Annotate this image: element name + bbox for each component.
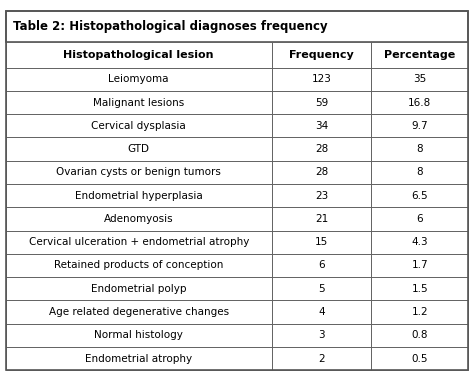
Text: 1.2: 1.2 bbox=[411, 307, 428, 317]
Bar bbox=[272, 324, 371, 347]
Text: Endometrial hyperplasia: Endometrial hyperplasia bbox=[75, 191, 202, 200]
Text: Table 2: Histopathological diagnoses frequency: Table 2: Histopathological diagnoses fre… bbox=[13, 20, 328, 33]
Bar bbox=[272, 347, 371, 370]
Bar bbox=[272, 114, 371, 137]
Text: 16.8: 16.8 bbox=[408, 98, 431, 107]
Bar bbox=[6, 42, 272, 68]
Text: 28: 28 bbox=[315, 167, 328, 177]
Text: 5: 5 bbox=[318, 284, 325, 294]
Bar bbox=[6, 91, 272, 114]
Text: Retained products of conception: Retained products of conception bbox=[54, 260, 223, 270]
Text: 6: 6 bbox=[318, 260, 325, 270]
Bar bbox=[6, 68, 272, 91]
Bar bbox=[6, 324, 272, 347]
Text: Ovarian cysts or benign tumors: Ovarian cysts or benign tumors bbox=[56, 167, 221, 177]
Bar bbox=[371, 277, 468, 300]
Text: 23: 23 bbox=[315, 191, 328, 200]
Text: Adenomyosis: Adenomyosis bbox=[104, 214, 173, 224]
Text: 3: 3 bbox=[318, 330, 325, 340]
Text: Age related degenerative changes: Age related degenerative changes bbox=[49, 307, 229, 317]
Bar bbox=[6, 161, 272, 184]
Text: 21: 21 bbox=[315, 214, 328, 224]
Text: Cervical ulceration + endometrial atrophy: Cervical ulceration + endometrial atroph… bbox=[28, 237, 249, 247]
Bar bbox=[371, 91, 468, 114]
Text: 6: 6 bbox=[417, 214, 423, 224]
Text: Frequency: Frequency bbox=[289, 50, 354, 60]
Text: 35: 35 bbox=[413, 74, 426, 84]
Text: Normal histology: Normal histology bbox=[94, 330, 183, 340]
Bar bbox=[371, 114, 468, 137]
Bar bbox=[371, 207, 468, 230]
Text: 2: 2 bbox=[318, 354, 325, 364]
Bar bbox=[371, 230, 468, 254]
Bar bbox=[371, 184, 468, 207]
Text: 28: 28 bbox=[315, 144, 328, 154]
Text: Leiomyoma: Leiomyoma bbox=[109, 74, 169, 84]
Text: Percentage: Percentage bbox=[384, 50, 456, 60]
Bar bbox=[272, 42, 371, 68]
Text: Endometrial polyp: Endometrial polyp bbox=[91, 284, 186, 294]
Text: 1.5: 1.5 bbox=[411, 284, 428, 294]
Bar bbox=[6, 207, 272, 230]
Text: 15: 15 bbox=[315, 237, 328, 247]
Bar bbox=[6, 11, 468, 42]
Bar bbox=[272, 207, 371, 230]
Bar bbox=[6, 277, 272, 300]
Bar bbox=[371, 324, 468, 347]
Bar bbox=[272, 300, 371, 324]
Text: Malignant lesions: Malignant lesions bbox=[93, 98, 184, 107]
Bar bbox=[272, 161, 371, 184]
Text: Endometrial atrophy: Endometrial atrophy bbox=[85, 354, 192, 364]
Bar bbox=[6, 184, 272, 207]
Text: 4.3: 4.3 bbox=[411, 237, 428, 247]
Bar bbox=[272, 277, 371, 300]
Text: 1.7: 1.7 bbox=[411, 260, 428, 270]
Text: 59: 59 bbox=[315, 98, 328, 107]
Bar bbox=[6, 300, 272, 324]
Bar bbox=[371, 68, 468, 91]
Bar bbox=[6, 114, 272, 137]
Bar bbox=[371, 254, 468, 277]
Text: 4: 4 bbox=[318, 307, 325, 317]
Text: Histopathological lesion: Histopathological lesion bbox=[64, 50, 214, 60]
Bar bbox=[272, 68, 371, 91]
Text: 123: 123 bbox=[311, 74, 331, 84]
Text: 8: 8 bbox=[417, 167, 423, 177]
Bar bbox=[371, 42, 468, 68]
Text: Cervical dysplasia: Cervical dysplasia bbox=[91, 121, 186, 131]
Bar bbox=[6, 347, 272, 370]
Bar bbox=[371, 300, 468, 324]
Bar bbox=[6, 137, 272, 161]
Bar bbox=[272, 254, 371, 277]
Bar bbox=[272, 137, 371, 161]
Bar bbox=[371, 161, 468, 184]
Text: 8: 8 bbox=[417, 144, 423, 154]
Text: GTD: GTD bbox=[128, 144, 150, 154]
Bar bbox=[371, 137, 468, 161]
Bar bbox=[272, 230, 371, 254]
Text: 0.5: 0.5 bbox=[411, 354, 428, 364]
Text: 0.8: 0.8 bbox=[411, 330, 428, 340]
Text: 34: 34 bbox=[315, 121, 328, 131]
Bar bbox=[272, 91, 371, 114]
Text: 6.5: 6.5 bbox=[411, 191, 428, 200]
Text: 9.7: 9.7 bbox=[411, 121, 428, 131]
Bar bbox=[272, 184, 371, 207]
Bar bbox=[6, 230, 272, 254]
Bar bbox=[6, 254, 272, 277]
Bar bbox=[371, 347, 468, 370]
